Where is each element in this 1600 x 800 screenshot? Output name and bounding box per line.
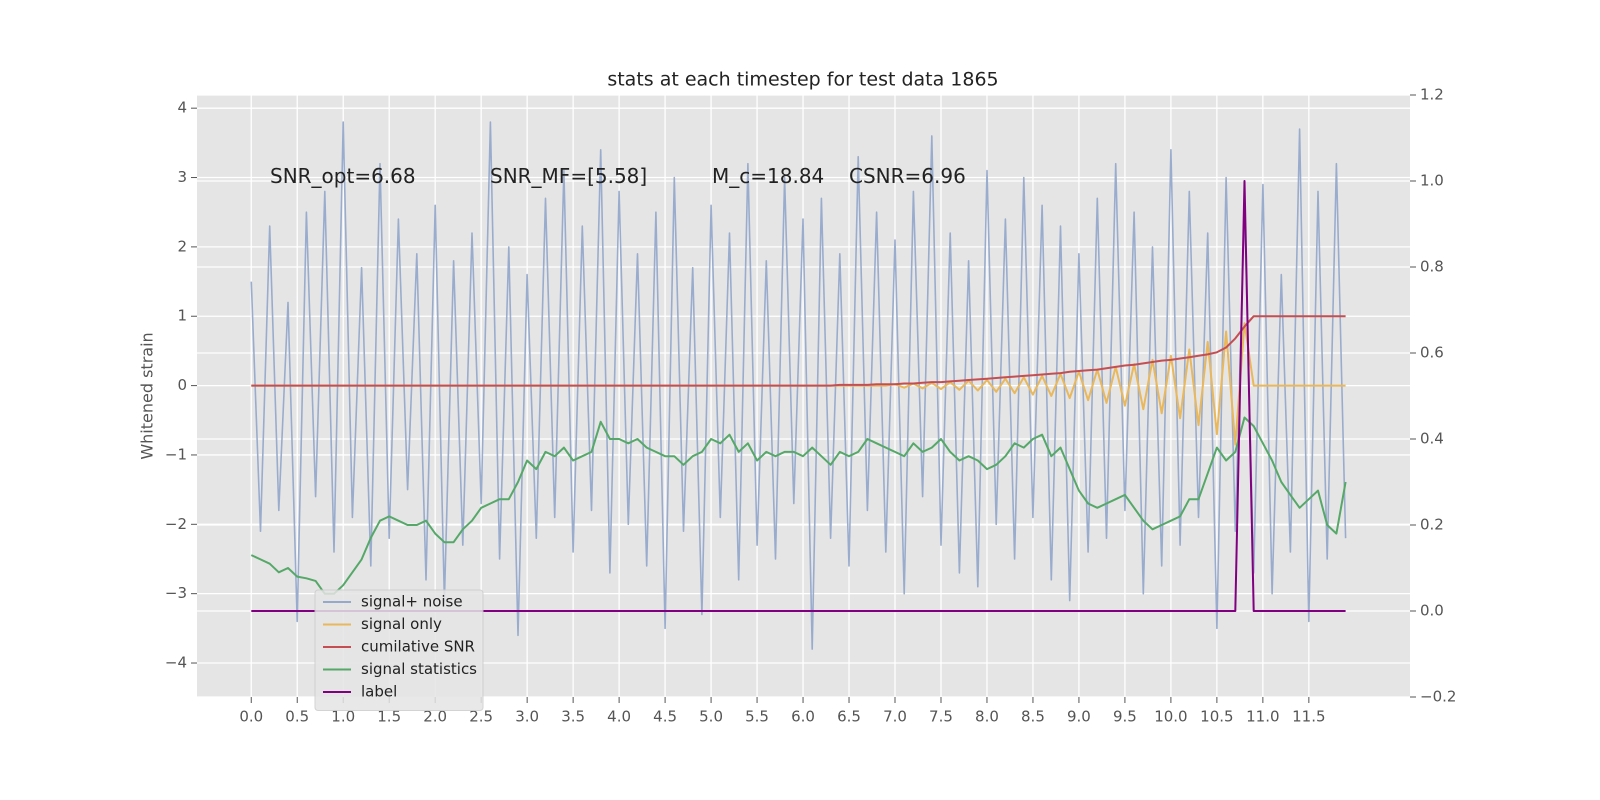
y2-tick-label: 0.2: [1420, 516, 1444, 534]
y-tick-label: −2: [165, 515, 187, 533]
annotation: M_c=18.84: [712, 164, 824, 188]
series-line: [250, 121, 1347, 650]
x-tick-label: 1.5: [377, 708, 401, 726]
legend-label: signal only: [361, 615, 442, 633]
annotation: CSNR=6.96: [849, 164, 966, 188]
x-tick-label: 11.0: [1246, 708, 1279, 726]
x-tick-label: 5.0: [699, 708, 723, 726]
y-tick-label: 1: [177, 307, 187, 325]
annotation: SNR_MF=[5.58]: [490, 164, 647, 188]
x-tick-label: 3.0: [515, 708, 539, 726]
x-tick-label: 8.5: [1021, 708, 1045, 726]
legend-label: signal statistics: [361, 660, 477, 678]
axes: 0.0 0.5 1.0 1.5 2.0 2.5 3.0 3.5 4.0 4.5 5.0 5.5 6.0 6…: [165, 86, 1457, 726]
x-tick-label: 2.0: [423, 708, 447, 726]
y-tick-label: −3: [165, 584, 187, 602]
y-tick-label: −1: [165, 445, 187, 463]
legend-box: [314, 589, 484, 711]
legend: signal+ noise signal only cumilative SNR si…: [314, 589, 484, 711]
legend-label: label: [361, 683, 397, 701]
y2-tick-label: 0.4: [1420, 430, 1444, 448]
y-tick-label: −4: [165, 654, 187, 672]
y-tick-label: 2: [177, 237, 187, 255]
x-tick-label: 10.5: [1200, 708, 1233, 726]
y2-tick-label: 1.0: [1420, 172, 1444, 190]
x-tick-label: 0.5: [285, 708, 309, 726]
x-tick-label: 7.5: [929, 708, 953, 726]
x-tick-label: 8.0: [975, 708, 999, 726]
chart-title: stats at each timestep for test data 186…: [607, 69, 998, 91]
x-tick-label: 11.5: [1292, 708, 1325, 726]
y2-tick-label: 0.6: [1420, 344, 1444, 362]
series-line: [250, 416, 1347, 595]
y-axis-label: Whitened strain: [138, 332, 157, 459]
x-tick-label: 4.5: [653, 708, 677, 726]
y-tick-label: 0: [177, 376, 187, 394]
x-tick-label: 1.0: [331, 708, 355, 726]
x-tick-label: 9.0: [1067, 708, 1091, 726]
legend-label: cumilative SNR: [361, 638, 475, 656]
x-tick-label: 0.0: [239, 708, 263, 726]
series-line: [251, 315, 1346, 387]
y2-tick-label: −0.2: [1420, 688, 1456, 706]
y2-tick-label: 0.0: [1420, 602, 1444, 620]
y-tick-label: 4: [177, 99, 187, 117]
x-tick-label: 7.0: [883, 708, 907, 726]
x-tick-label: 4.0: [607, 708, 631, 726]
y2-tick-label: 1.2: [1420, 86, 1444, 104]
x-tick-label: 5.5: [745, 708, 769, 726]
x-tick-label: 6.5: [837, 708, 861, 726]
x-tick-label: 3.5: [561, 708, 585, 726]
x-tick-label: 9.5: [1113, 708, 1137, 726]
y-tick-label: 3: [177, 168, 187, 186]
annotations: SNR_opt=6.68 SNR_MF=[5.58] M_c=18.84 CSNR=6…: [270, 164, 966, 188]
x-tick-label: 10.0: [1154, 708, 1187, 726]
y2-tick-label: 0.8: [1420, 258, 1444, 276]
x-tick-label: 2.5: [469, 708, 493, 726]
annotation: SNR_opt=6.68: [270, 164, 416, 188]
legend-label: signal+ noise: [361, 593, 463, 611]
x-tick-label: 6.0: [791, 708, 815, 726]
